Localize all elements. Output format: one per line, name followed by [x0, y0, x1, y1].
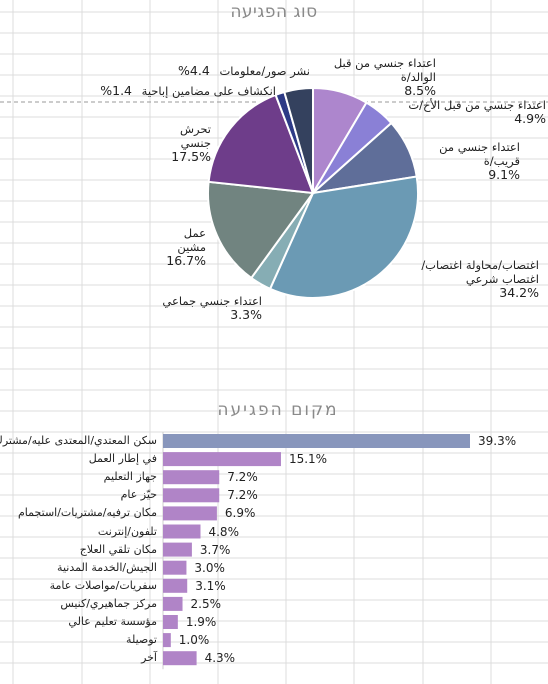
pie-slice — [283, 86, 314, 194]
pie-slice-label: اعتداء جنسي من قبل الوالد/ة 8.5% — [318, 56, 436, 98]
pie-slice — [207, 180, 315, 280]
pie-slice-value: 16.7% — [166, 253, 206, 268]
pie-slice-label: انكشاف على مضامين إباحية 1.4% — [100, 83, 276, 99]
bar-category-label: جهاز التعليم — [103, 470, 157, 484]
bar — [163, 596, 183, 611]
bar-chart-title: מקום הפגיעה — [217, 400, 339, 420]
pie-slice-name: اعتداء جنسي من قريب/ة — [439, 140, 520, 168]
bar-category-label: مؤسسة تعليم عالي — [68, 615, 157, 628]
bar — [163, 542, 192, 557]
bar-category-label: توصيلة — [126, 633, 157, 647]
pie-slice-value: 8.5% — [404, 83, 436, 98]
pie-slice-name: عمل مشين — [177, 226, 206, 254]
pie-slice-label: اعتداء جنسي جماعي 3.3% — [162, 294, 262, 322]
bar-value-label: 7.2% — [227, 488, 258, 503]
pie-slice-value: 9.1% — [488, 167, 520, 182]
pie-slice-name: نشر صور/معلومات — [219, 64, 310, 78]
bar-category-label: سكن المعتدي/المعتدى عليه/مشترك — [0, 434, 157, 447]
pie-slice-value: 17.5% — [171, 149, 211, 164]
pie-slice-name: اعتداء جنسي جماعي — [162, 294, 262, 308]
bar — [163, 651, 197, 666]
pie-slice-name: تحرش جنسي — [179, 122, 211, 150]
bar-value-label: 3.0% — [194, 560, 225, 575]
pie-slice-value: 4.4% — [178, 63, 210, 78]
bar — [163, 615, 178, 629]
bar — [163, 578, 188, 593]
bar-category-label: في إطار العمل — [88, 452, 157, 466]
pie-slice-value: 4.9% — [514, 111, 546, 126]
pie-slice-name: اعتداء جنسي من قبل الوالد/ة — [333, 56, 436, 84]
pie-slice-label: اعتداء جنسي من قريب/ة 9.1% — [420, 140, 520, 182]
bar-value-label: 39.3% — [478, 434, 517, 448]
bar-category-label: الجيش/الخدمة المدنية — [57, 560, 157, 574]
bar — [163, 633, 171, 648]
pie-slice-name: اغتصاب/محاولة اغتصاب/اغتصاب شرعي — [421, 258, 539, 286]
bar-category-label: مركز جماهيري/كنيس — [60, 596, 157, 610]
pie-slice-label: اعتداء جنسي من قبل الأخ/ت 4.9% — [398, 98, 546, 126]
bar-value-label: 2.5% — [190, 596, 222, 611]
bar-value-label: 3.7% — [199, 542, 231, 557]
bar-value-label: 4.3% — [204, 651, 236, 666]
bar-value-label: 1.9% — [185, 615, 217, 629]
bar-category-label: تلفون/إنترنت — [97, 524, 157, 538]
bar-category-label: سفريات/مواصلات عامة — [49, 578, 157, 592]
pie-slice — [207, 93, 315, 195]
bar — [163, 434, 470, 448]
pie-slice-label: نشر صور/معلومات 4.4% — [178, 63, 310, 79]
pie-slice-label: عمل مشين 16.7% — [160, 226, 206, 268]
pie-slice-value: 34.2% — [499, 285, 539, 300]
pie-slice-value: 1.4% — [100, 83, 133, 98]
bar-value-label: 7.2% — [227, 470, 258, 485]
bar-category-label: مكان تلقي العلاج — [79, 542, 157, 556]
bar — [163, 452, 281, 467]
bar — [163, 470, 220, 485]
bar-value-label: 15.1% — [288, 452, 328, 467]
pie-chart-title: סוג הפגיעה — [230, 2, 318, 22]
pie-slice-label: اغتصاب/محاولة اغتصاب/اغتصاب شرعي 34.2% — [415, 258, 539, 300]
bar-value-label: 1.0% — [178, 633, 210, 648]
bar-value-label: 6.9% — [224, 506, 256, 521]
pie-chart — [207, 86, 420, 299]
bar-category-label: مكان ترفيه/مشتريات/استجمام — [18, 506, 157, 520]
pie-slice-name: انكشاف على مضامين إباحية — [141, 84, 276, 98]
pie-slice-label: تحرش جنسي 17.5% — [157, 122, 211, 164]
bar-category-label: آخر — [141, 651, 157, 665]
bar — [163, 524, 201, 539]
bar-value-label: 4.8% — [208, 524, 239, 539]
bar-value-label: 3.1% — [195, 578, 226, 593]
bar-category-label: حيّز عام — [120, 488, 157, 502]
bar — [163, 560, 187, 575]
pie-slice-value: 3.3% — [230, 307, 262, 322]
bar — [163, 488, 220, 503]
bar — [163, 506, 217, 521]
pie-slice-name: اعتداء جنسي من قبل الأخ/ت — [408, 98, 546, 112]
